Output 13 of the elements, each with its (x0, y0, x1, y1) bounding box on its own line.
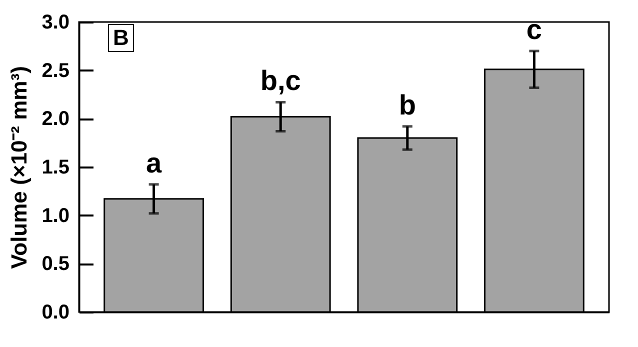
annotation: b (398, 89, 416, 120)
y-tick-label: 0.0 (42, 302, 70, 324)
y-axis-title: Volume (×10⁻² mm³) (6, 66, 32, 269)
y-tick-label: 1.0 (42, 204, 70, 227)
annotation: c (526, 14, 542, 45)
y-tick-label: 2.0 (42, 108, 70, 130)
y-tick-label: 0.5 (42, 253, 70, 276)
annotation: b,c (260, 65, 301, 96)
y-tick-label: 1.5 (42, 156, 70, 178)
y-tick-label: 2.5 (42, 60, 70, 82)
annotation: B (108, 24, 134, 52)
annotation: a (146, 147, 162, 178)
y-tick-label: 3.0 (42, 12, 70, 34)
